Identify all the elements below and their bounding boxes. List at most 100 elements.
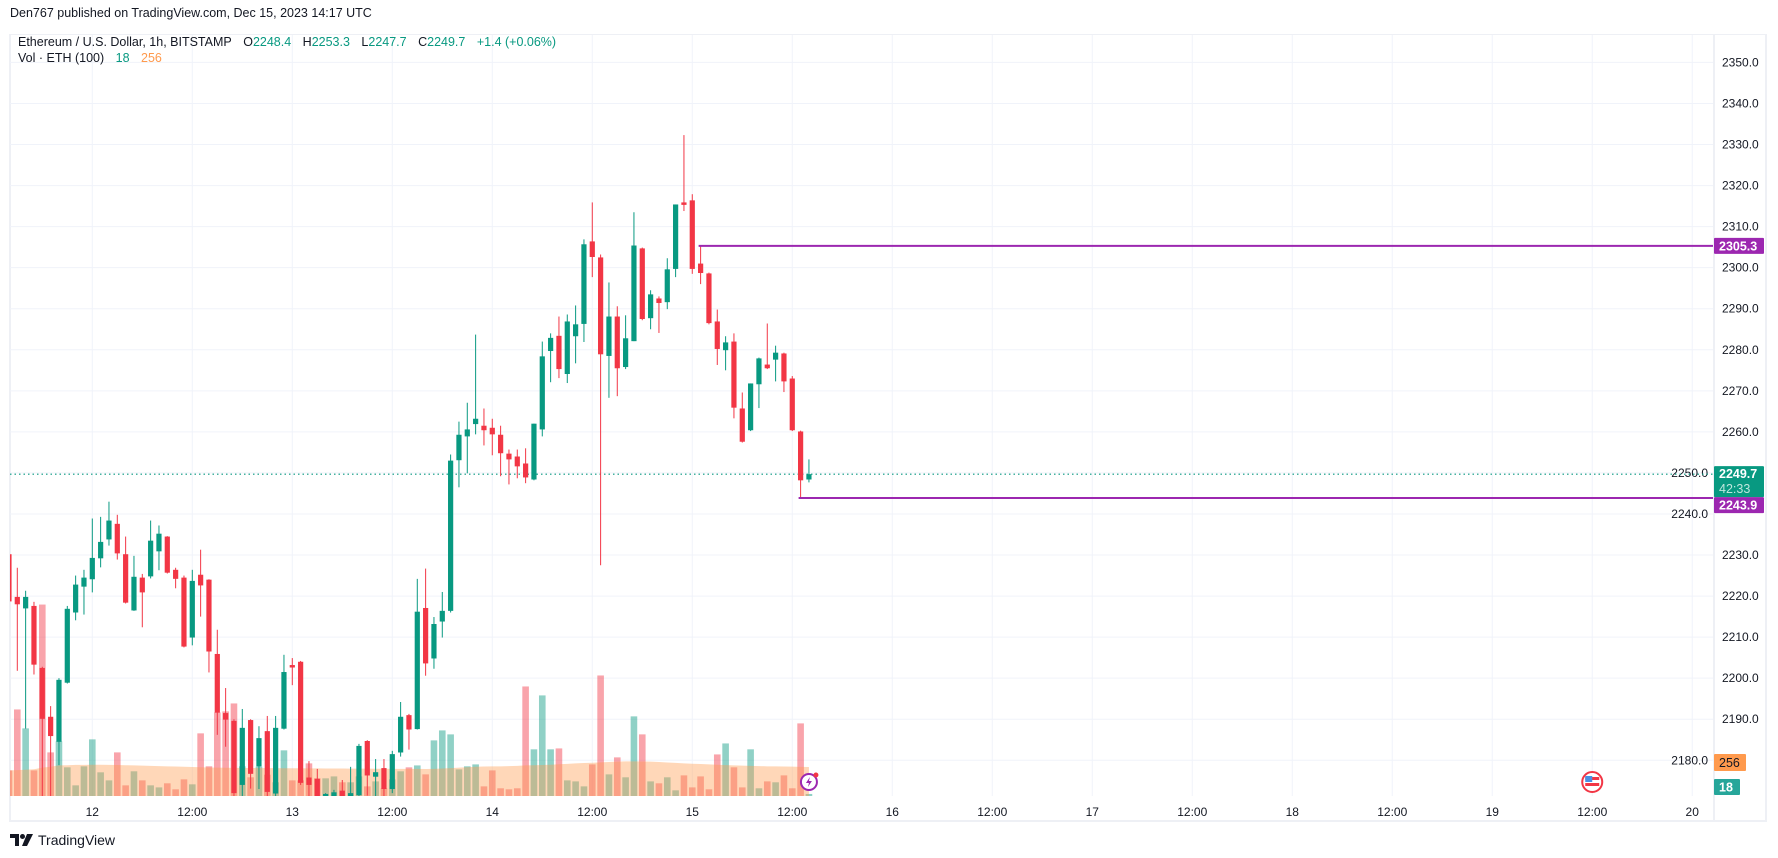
candle[interactable] (231, 719, 237, 809)
candle[interactable] (189, 569, 195, 646)
candle[interactable] (206, 579, 212, 673)
candle[interactable] (173, 567, 179, 589)
candle[interactable] (289, 658, 295, 686)
candle[interactable] (464, 402, 470, 474)
candle[interactable] (331, 789, 337, 801)
candle[interactable] (556, 316, 562, 379)
candle[interactable] (523, 448, 529, 484)
candle[interactable] (714, 309, 720, 365)
candle[interactable] (139, 573, 145, 628)
candle[interactable] (223, 688, 229, 747)
candle[interactable] (23, 590, 29, 729)
candle[interactable] (664, 258, 670, 310)
candle[interactable] (673, 204, 679, 278)
candle[interactable] (14, 567, 20, 671)
candle[interactable] (156, 525, 162, 571)
candle[interactable] (73, 575, 79, 621)
candle[interactable] (6, 553, 12, 602)
candle[interactable] (281, 654, 287, 730)
candle[interactable] (348, 766, 354, 801)
candle[interactable] (364, 740, 370, 796)
candle[interactable] (306, 761, 312, 796)
candle[interactable] (548, 333, 554, 383)
candle[interactable] (781, 352, 787, 393)
candle[interactable] (431, 617, 437, 669)
candle[interactable] (639, 247, 645, 321)
candle[interactable] (773, 345, 779, 382)
candle[interactable] (648, 290, 654, 330)
candle[interactable] (181, 575, 187, 648)
candle[interactable] (114, 514, 120, 560)
candle[interactable] (581, 239, 587, 342)
candle[interactable] (764, 323, 770, 370)
candle[interactable] (439, 591, 445, 638)
candle[interactable] (298, 660, 304, 785)
candle[interactable] (39, 666, 45, 802)
us-economic-event-icon[interactable] (1581, 771, 1604, 793)
candle[interactable] (198, 549, 204, 617)
candle[interactable] (48, 706, 54, 801)
candle[interactable] (406, 713, 412, 750)
candle[interactable] (89, 518, 95, 593)
candle[interactable] (373, 759, 379, 797)
candle[interactable] (598, 254, 604, 566)
candle[interactable] (481, 408, 487, 446)
candle[interactable] (273, 715, 279, 797)
candle[interactable] (423, 568, 429, 676)
candle[interactable] (448, 454, 454, 613)
candle[interactable] (264, 715, 270, 797)
candle[interactable] (656, 296, 662, 333)
candle[interactable] (706, 272, 712, 325)
candle[interactable] (798, 430, 804, 498)
candle[interactable] (248, 719, 254, 789)
candle[interactable] (739, 392, 745, 443)
candle[interactable] (64, 605, 70, 684)
candle[interactable] (131, 555, 137, 611)
candle[interactable] (381, 759, 387, 797)
volume-label[interactable]: Vol · ETH (100) (18, 51, 105, 65)
candle[interactable] (456, 421, 462, 488)
candle[interactable] (164, 536, 170, 574)
tradingview-logo[interactable]: TradingView (10, 832, 115, 848)
candle[interactable] (81, 569, 87, 615)
candle[interactable] (614, 306, 620, 397)
candle[interactable] (606, 282, 612, 398)
candle[interactable] (339, 779, 345, 801)
candle[interactable] (98, 516, 104, 568)
candle[interactable] (31, 601, 37, 675)
candle[interactable] (314, 768, 320, 799)
candle[interactable] (681, 135, 687, 212)
candle[interactable] (56, 678, 62, 766)
candle[interactable] (214, 629, 220, 735)
candle[interactable] (531, 423, 537, 481)
latest-updates-icon[interactable] (799, 772, 819, 791)
symbol-name[interactable]: Ethereum / U.S. Dollar, 1h, BITSTAMP (18, 35, 232, 49)
candle[interactable] (789, 376, 795, 432)
candle[interactable] (473, 334, 479, 435)
candle[interactable] (723, 336, 729, 371)
candle[interactable] (564, 314, 570, 384)
candle[interactable] (514, 449, 520, 479)
candle[interactable] (698, 245, 704, 285)
candle[interactable] (323, 793, 329, 802)
candle[interactable] (414, 578, 420, 730)
candle[interactable] (148, 520, 154, 579)
candle[interactable] (631, 212, 637, 342)
candle[interactable] (806, 459, 812, 483)
candle[interactable] (539, 341, 545, 437)
candle[interactable] (573, 305, 579, 364)
candle[interactable] (256, 726, 262, 790)
candle[interactable] (748, 383, 754, 432)
candle[interactable] (689, 194, 695, 274)
candle[interactable] (756, 357, 762, 409)
candle[interactable] (589, 202, 595, 278)
candle[interactable] (506, 449, 512, 485)
candle[interactable] (106, 501, 112, 546)
candle[interactable] (239, 708, 245, 801)
candle[interactable] (623, 315, 629, 370)
candle[interactable] (489, 418, 495, 456)
candle[interactable] (498, 425, 504, 477)
candle[interactable] (731, 333, 737, 419)
candle[interactable] (356, 743, 362, 799)
